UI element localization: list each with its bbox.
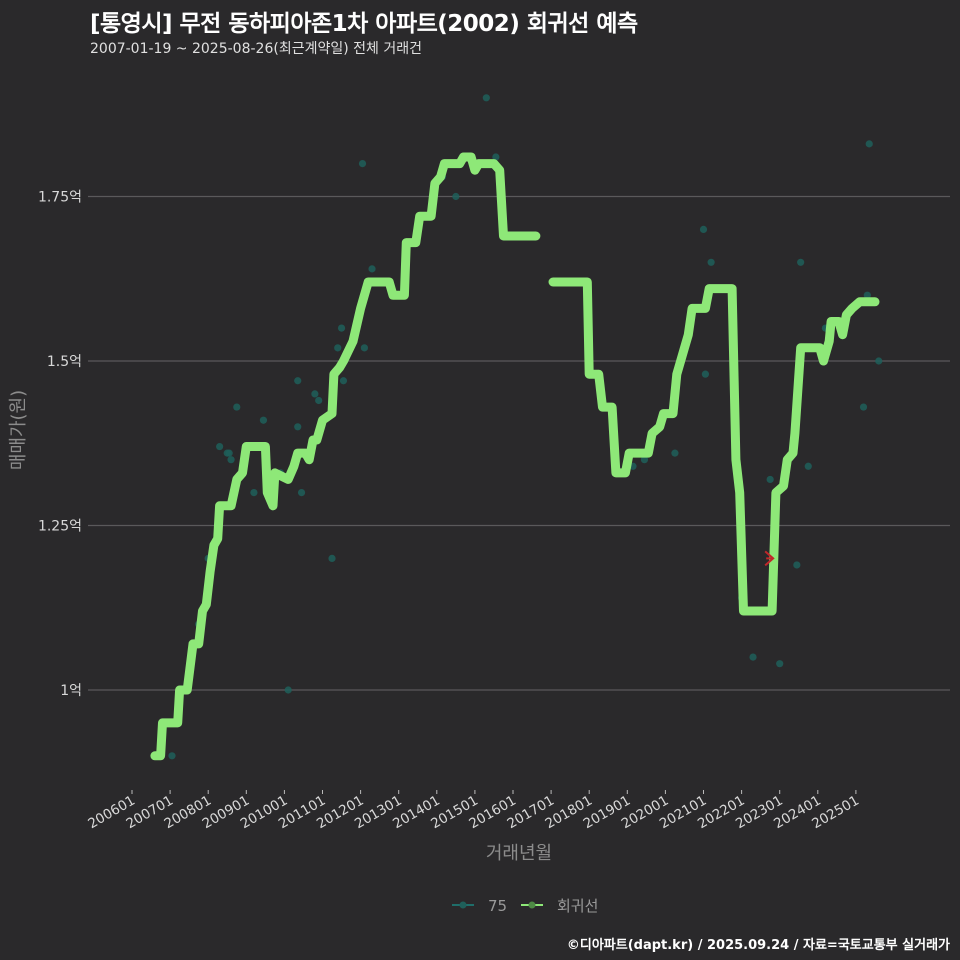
- y-axis-ticks: 1억 1.25억 1.5억 1.75억: [38, 190, 82, 700]
- scatter-point: [168, 752, 176, 760]
- y-tick-label: 1.75억: [38, 190, 82, 206]
- scatter-point: [360, 344, 369, 352]
- scatter-point: [707, 258, 715, 266]
- x-axis-label: 거래년월: [486, 843, 552, 864]
- chart-subtitle: 2007-01-19 ~ 2025-08-26(최근계약일) 전체 거래건: [90, 41, 422, 57]
- scatter-point: [797, 258, 805, 266]
- footer-credit: ©디아파트(dapt.kr) / 2025.09.24 / 자료=국토교통부 실…: [566, 938, 950, 953]
- scatter-point: [358, 160, 367, 168]
- prediction-marker: [764, 550, 775, 567]
- scatter-point: [804, 462, 812, 470]
- scatter-point: [311, 390, 319, 398]
- scatter-point: [865, 140, 873, 148]
- chart-title: [통영시] 무전 동하피아존1차 아파트(2002) 회귀선 예측: [90, 11, 638, 37]
- scatter-point: [863, 291, 871, 299]
- scatter-point: [294, 423, 302, 431]
- scatter-point: [328, 554, 336, 563]
- y-tick-label: 1.25억: [38, 519, 82, 535]
- scatter-point: [250, 489, 258, 497]
- scatter-point: [701, 370, 710, 378]
- scatter-point: [671, 449, 679, 457]
- prediction-marker-icon: [764, 550, 775, 567]
- scatter-point: [294, 377, 302, 385]
- scatter-point: [284, 686, 292, 694]
- scatter-point: [259, 416, 268, 424]
- regression-line: [150, 152, 880, 761]
- scatter-point: [339, 377, 348, 385]
- scatter-point: [216, 442, 224, 451]
- scatter-point: [482, 94, 490, 102]
- scatter-point: [793, 561, 801, 569]
- scatter-point: [859, 403, 868, 411]
- scatter-point: [225, 449, 233, 457]
- legend-item-75[interactable]: 75: [452, 897, 507, 915]
- x-axis-ticks: 2006012007012008012009012010012011012012…: [85, 790, 862, 832]
- scatter-point: [337, 324, 346, 332]
- scatter-point: [297, 489, 306, 497]
- scatter-points-75: [168, 94, 883, 760]
- legend-label-75: 75: [488, 897, 507, 915]
- regression-line-segment: [150, 152, 541, 761]
- scatter-point: [227, 456, 235, 464]
- scatter-point: [776, 660, 784, 668]
- scatter-point: [766, 475, 774, 484]
- y-tick-label: 1.5억: [47, 354, 82, 370]
- scatter-point: [368, 265, 376, 273]
- scatter-point: [875, 357, 883, 365]
- y-tick-label: 1억: [60, 683, 82, 699]
- scatter-point: [315, 396, 323, 405]
- scatter-point: [233, 403, 241, 411]
- scatter-point: [699, 225, 708, 233]
- legend: 75 회귀선: [452, 897, 598, 915]
- legend-dot-icon: [528, 901, 536, 909]
- scatter-point: [749, 653, 757, 661]
- regression-line-segment: [548, 277, 880, 616]
- scatter-point: [640, 456, 649, 464]
- scatter-point: [452, 192, 460, 201]
- scatter-point: [492, 153, 500, 161]
- legend-dot-icon: [459, 901, 467, 909]
- gridlines: [88, 195, 950, 691]
- legend-label-regression: 회귀선: [557, 897, 598, 915]
- y-axis-label: 매매가(원): [8, 390, 29, 470]
- scatter-point: [334, 344, 342, 352]
- legend-item-regression[interactable]: 회귀선: [521, 897, 598, 915]
